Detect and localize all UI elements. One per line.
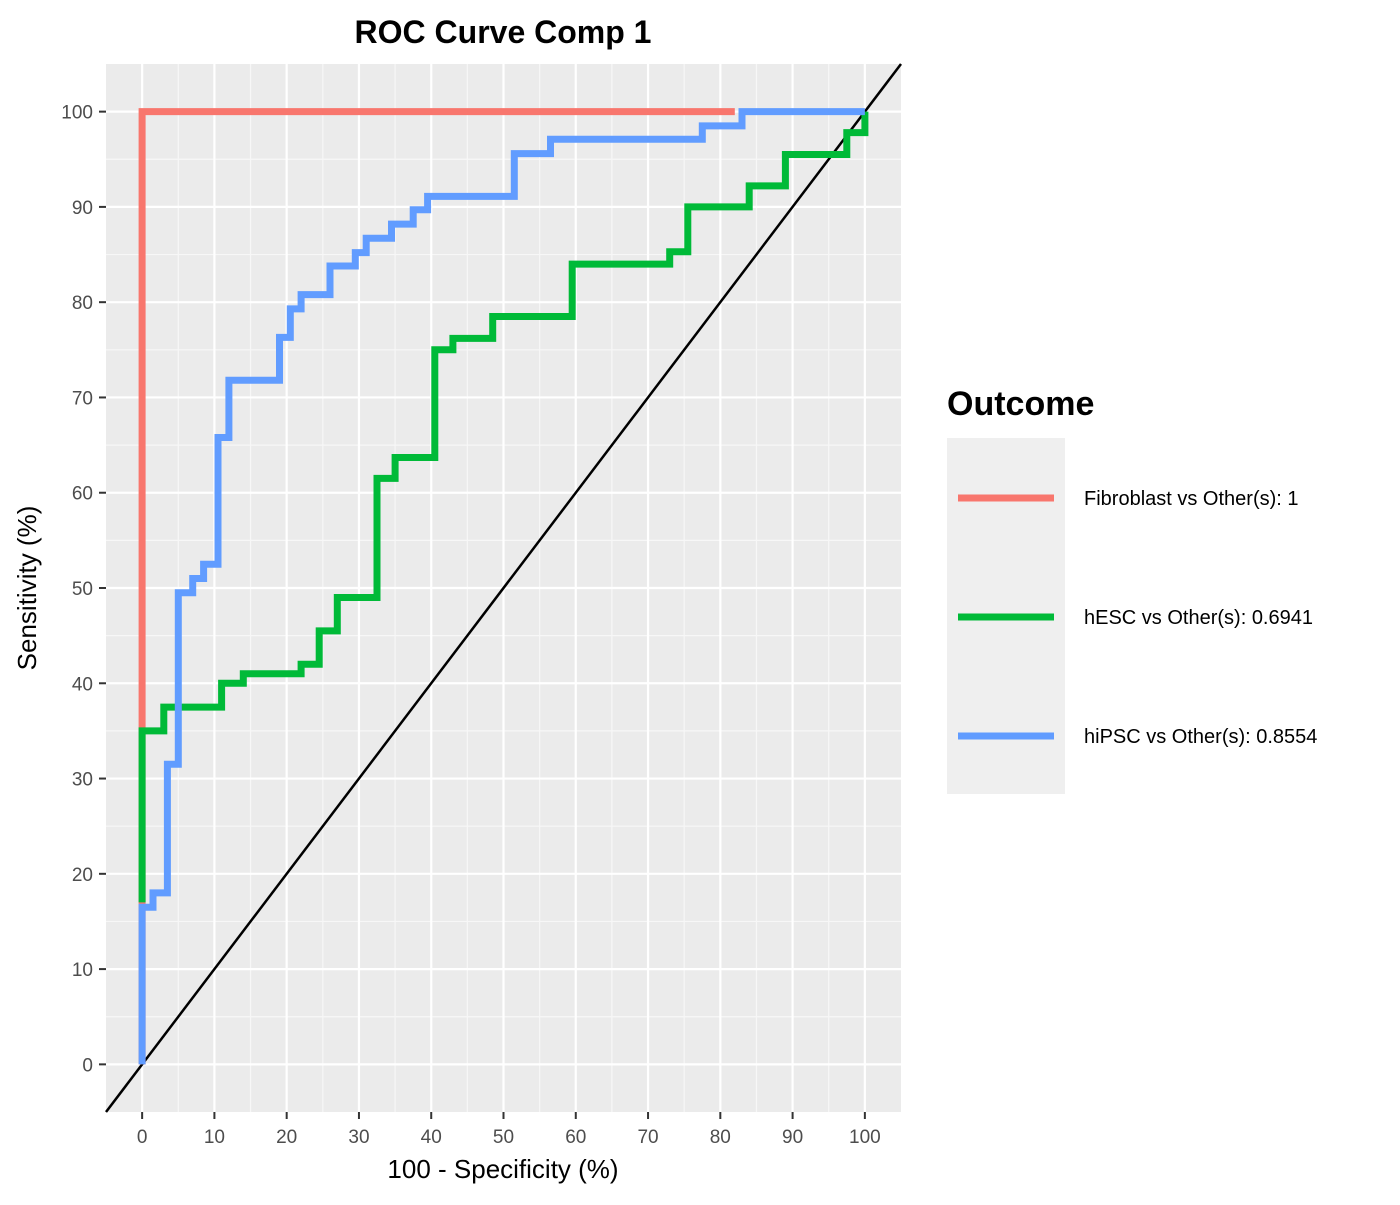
x-tick-label: 30: [348, 1127, 369, 1148]
series-line-2: [138, 111, 869, 903]
x-tick-label: 80: [710, 1127, 731, 1148]
legend-label-1: Fibroblast vs Other(s): 1: [1084, 488, 1299, 510]
x-tick-label: 70: [637, 1127, 658, 1148]
x-tick-label: 10: [204, 1127, 225, 1148]
series-line-3: [138, 108, 865, 1065]
x-axis-title: 100 - Specificity (%): [387, 1154, 618, 1184]
x-tick-label: 0: [137, 1127, 148, 1148]
x-axis: 0 10 20 30 40 50 60 70 80 90 100: [137, 1112, 881, 1148]
x-tick-label: 100: [849, 1127, 881, 1148]
legend-label-3: hiPSC vs Other(s): 0.8554: [1084, 726, 1317, 748]
diagonal-reference-line: [105, 63, 902, 1113]
y-tick-label: 70: [72, 388, 93, 409]
y-tick-label: 20: [72, 865, 93, 886]
y-tick-label: 100: [61, 103, 93, 124]
x-tick-label: 60: [565, 1127, 586, 1148]
y-tick-label: 0: [82, 1055, 93, 1076]
legend-label-2: hESC vs Other(s): 0.6941: [1084, 607, 1313, 629]
x-tick-label: 50: [493, 1127, 514, 1148]
legend-title: Outcome: [947, 385, 1094, 423]
y-tick-label: 30: [72, 770, 93, 791]
y-tick-label: 40: [72, 674, 93, 695]
series-layer: [138, 108, 869, 1065]
y-tick-label: 50: [72, 579, 93, 600]
x-tick-label: 20: [276, 1127, 297, 1148]
y-tick-label: 60: [72, 484, 93, 505]
y-tick-label: 90: [72, 198, 93, 219]
x-tick-label: 90: [782, 1127, 803, 1148]
chart-title: ROC Curve Comp 1: [355, 14, 652, 50]
y-tick-label: 80: [72, 293, 93, 314]
y-axis-title: Sensitivity (%): [12, 506, 42, 671]
y-axis: 0 10 20 30 40 50 60 70 80 90 100: [61, 103, 106, 1076]
legend: Outcome Fibroblast vs Other(s): 1 hESC vs…: [947, 385, 1317, 794]
legend-items: Fibroblast vs Other(s): 1 hESC vs Other(s…: [958, 488, 1317, 748]
x-tick-label: 40: [421, 1127, 442, 1148]
y-tick-label: 10: [72, 960, 93, 981]
